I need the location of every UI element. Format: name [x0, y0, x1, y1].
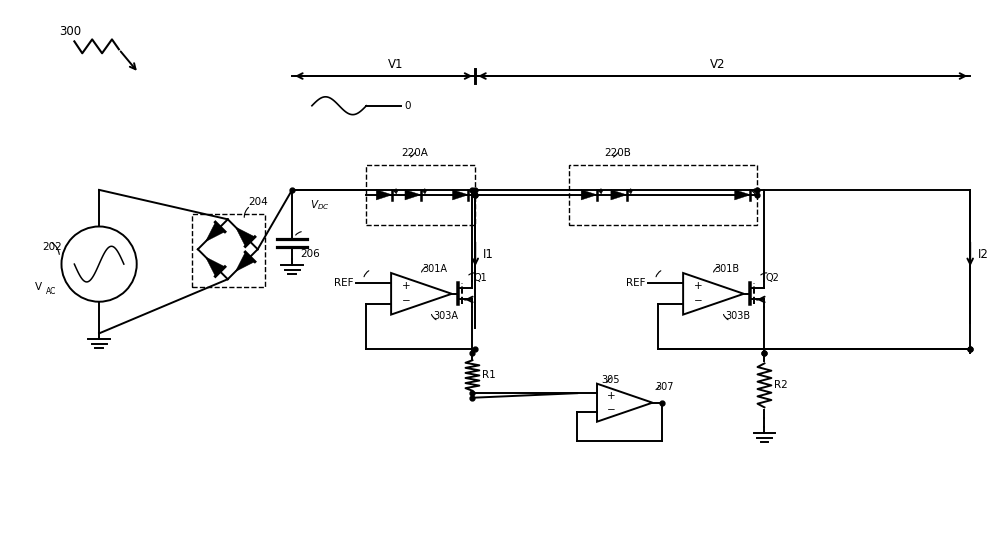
Text: V: V: [35, 282, 42, 292]
Text: · · ·: · · ·: [403, 190, 418, 200]
Text: 204: 204: [249, 197, 268, 207]
Bar: [366, 165, 475, 225]
Bar: [192, 214, 265, 287]
Polygon shape: [235, 227, 255, 247]
Text: −: −: [694, 296, 703, 306]
Text: 307: 307: [655, 382, 674, 392]
Text: Q1: Q1: [474, 273, 487, 283]
Polygon shape: [735, 189, 750, 200]
Bar: [569, 165, 757, 225]
Polygon shape: [452, 189, 468, 200]
Text: 303B: 303B: [726, 311, 751, 321]
Polygon shape: [611, 189, 627, 200]
Text: +: +: [694, 281, 703, 291]
Text: −: −: [402, 296, 411, 306]
Text: $V_{DC}$: $V_{DC}$: [310, 198, 330, 211]
Polygon shape: [581, 189, 597, 200]
Text: +: +: [402, 281, 411, 291]
Text: 301B: 301B: [715, 264, 740, 274]
Text: 305: 305: [601, 375, 619, 385]
Text: R1: R1: [482, 371, 496, 380]
Polygon shape: [205, 257, 225, 276]
Text: I1: I1: [483, 248, 494, 261]
Polygon shape: [405, 189, 421, 200]
Text: 301A: 301A: [423, 264, 448, 274]
Text: AC: AC: [46, 287, 56, 296]
Text: V2: V2: [710, 58, 726, 71]
Text: I2: I2: [978, 248, 989, 261]
Text: REF: REF: [334, 278, 353, 288]
Text: V1: V1: [388, 58, 404, 71]
Text: 220B: 220B: [604, 148, 631, 158]
Text: 303A: 303A: [434, 311, 459, 321]
Text: · · ·: · · ·: [611, 190, 626, 200]
Text: Q2: Q2: [766, 273, 779, 283]
Text: REF: REF: [626, 278, 645, 288]
Text: 202: 202: [43, 242, 62, 253]
Polygon shape: [376, 189, 392, 200]
Polygon shape: [235, 252, 255, 272]
Polygon shape: [205, 222, 225, 242]
Text: 0: 0: [404, 100, 410, 111]
Text: 220A: 220A: [401, 148, 428, 158]
Text: +: +: [607, 391, 616, 401]
Text: 300: 300: [60, 25, 82, 38]
Text: 206: 206: [300, 249, 320, 259]
Text: R2: R2: [774, 380, 788, 390]
Text: −: −: [607, 405, 616, 414]
